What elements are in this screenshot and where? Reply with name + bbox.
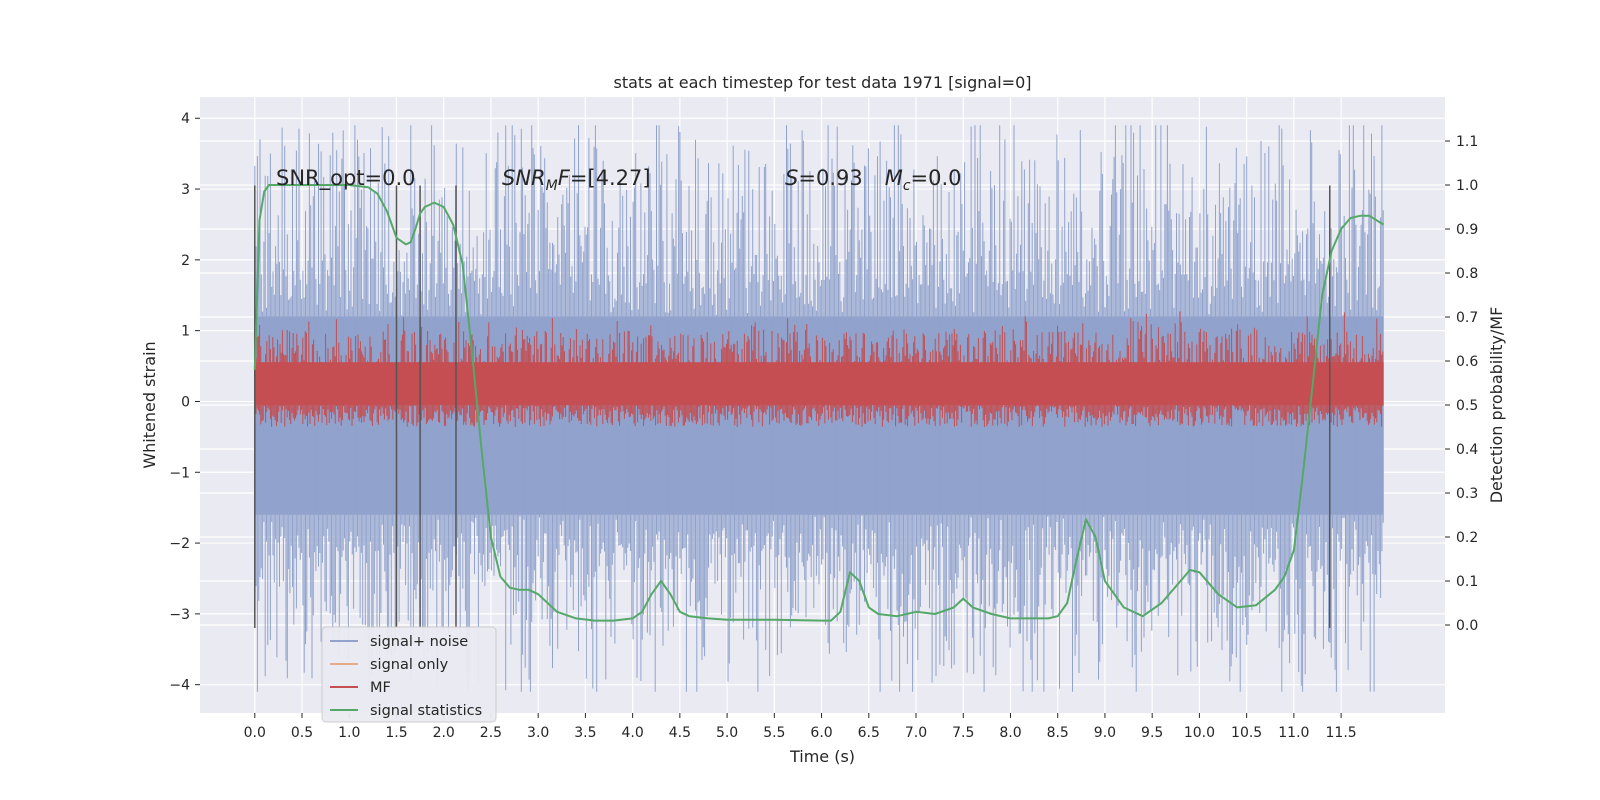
y2-tick-label: 0.4 — [1456, 442, 1478, 458]
x-tick-label: 6.0 — [810, 725, 832, 741]
x-tick-label: 9.5 — [1141, 725, 1163, 741]
x-tick-label: 1.5 — [385, 725, 407, 741]
y-tick-label: −1 — [169, 465, 190, 481]
x-tick-label: 3.0 — [527, 725, 549, 741]
x-tick-label: 8.0 — [999, 725, 1021, 741]
y2-tick-label: 0.9 — [1456, 222, 1478, 238]
annotation-mc-var: M — [885, 166, 903, 190]
x-tick-label: 0.0 — [244, 725, 266, 741]
annotation-s-var: S — [785, 166, 798, 190]
x-tick-label: 11.0 — [1278, 725, 1309, 741]
series-signal-statistics — [253, 184, 1385, 622]
annotation-s-value: =0.93 — [798, 166, 862, 190]
legend-entry: signal+ noise — [370, 634, 468, 650]
y2-tick-label: 0.7 — [1456, 310, 1478, 326]
y-tick-label: 1 — [181, 324, 190, 340]
annotation-snr-mf-sub: M — [546, 178, 558, 194]
annotation-s-mc: S=0.93 Mc=0.0 — [785, 166, 962, 194]
annotation-mc-sub: c — [903, 178, 911, 194]
x-tick-label: 7.5 — [952, 725, 974, 741]
x-tick-label: 5.5 — [763, 725, 785, 741]
x-tick-label: 0.5 — [291, 725, 313, 741]
x-tick-label: 9.0 — [1094, 725, 1116, 741]
y2-tick-label: 0.5 — [1456, 398, 1478, 414]
x-tick-label: 5.0 — [716, 725, 738, 741]
x-tick-label: 7.0 — [905, 725, 927, 741]
chart-title: stats at each timestep for test data 197… — [613, 73, 1031, 92]
statistics-line — [253, 184, 1385, 622]
annotation-snr-mf: SNRMF=[4.27] — [502, 166, 651, 194]
legend-entry: MF — [370, 680, 391, 696]
legend-entry: signal only — [370, 657, 449, 673]
y2-tick-label: 1.0 — [1456, 178, 1478, 194]
x-tick-label: 1.0 — [338, 725, 360, 741]
legend-entry: signal statistics — [370, 703, 482, 719]
x-tick-label: 4.5 — [669, 725, 691, 741]
y2-axis-label: Detection probability/MF — [1487, 307, 1506, 504]
x-tick-label: 3.5 — [574, 725, 596, 741]
y-tick-label: −2 — [169, 536, 190, 552]
y2-tick-label: 0.1 — [1456, 574, 1478, 590]
annotation-snr-opt: SNR_opt=0.0 — [276, 166, 416, 191]
legend-box — [321, 626, 497, 723]
y2-tick-label: 0.0 — [1456, 618, 1478, 634]
x-tick-label: 8.5 — [1047, 725, 1069, 741]
x-tick-label: 6.5 — [858, 725, 880, 741]
y-tick-label: 4 — [181, 111, 190, 127]
x-tick-label: 2.0 — [433, 725, 455, 741]
y-tick-label: 0 — [181, 394, 190, 410]
x-tick-label: 11.5 — [1326, 725, 1357, 741]
y-tick-label: 2 — [181, 253, 190, 269]
y2-tick-label: 0.2 — [1456, 530, 1478, 546]
y-axis-label: Whitened strain — [140, 341, 159, 468]
y2-tick-label: 0.3 — [1456, 486, 1478, 502]
y-tick-label: −4 — [169, 678, 190, 694]
x-tick-label: 4.0 — [621, 725, 643, 741]
annotation-mc-value: =0.0 — [911, 166, 962, 190]
y2-tick-label: 1.1 — [1456, 134, 1478, 150]
legend: signal+ noise signal only MF signal statist… — [321, 626, 497, 723]
y-tick-label: 3 — [181, 182, 190, 198]
ticks: 0.0 0.5 1.0 1.5 2.0 2.5 3.0 3.5 4.0 4.5 5.0 5.5 6.0 6… — [169, 111, 1478, 741]
x-tick-label: 10.0 — [1184, 725, 1215, 741]
series-mf — [254, 311, 1384, 427]
y-tick-label: −3 — [169, 607, 190, 623]
x-tick-label: 2.5 — [480, 725, 502, 741]
y2-tick-label: 0.6 — [1456, 354, 1478, 370]
x-axis-label: Time (s) — [789, 747, 855, 766]
annotation-snr-mf-base: SNR — [502, 166, 546, 190]
y2-tick-label: 0.8 — [1456, 266, 1478, 282]
annotation-snr-mf-value: =[4.27] — [570, 166, 651, 190]
annotation-snr-mf-var: F — [558, 166, 571, 190]
x-tick-label: 10.5 — [1231, 725, 1262, 741]
